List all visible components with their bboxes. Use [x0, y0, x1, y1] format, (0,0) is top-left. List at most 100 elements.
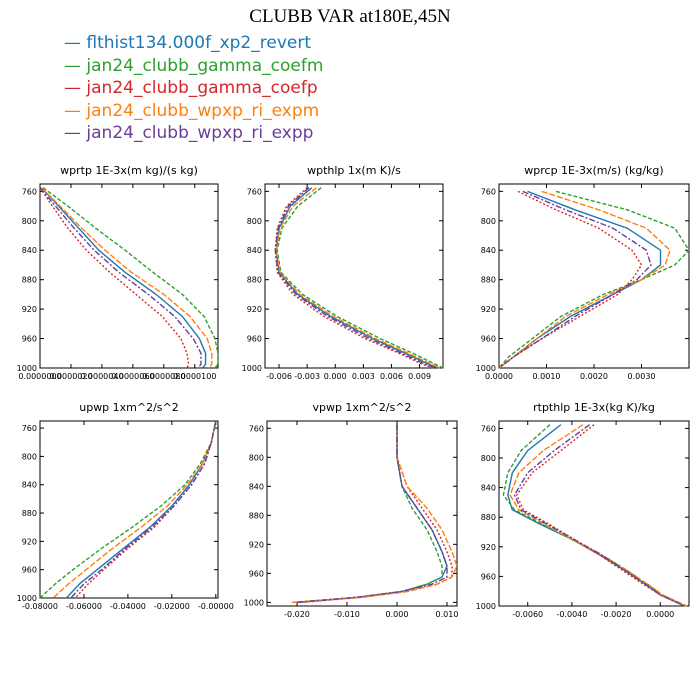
series-line-0: [275, 187, 439, 369]
y-tick-label: 840: [22, 246, 37, 255]
y-tick-label: 920: [249, 540, 264, 549]
y-tick-label: 800: [247, 217, 262, 226]
y-tick-label: 960: [22, 335, 37, 344]
series-line-3: [275, 187, 441, 369]
legend-item-gamma-coefp: — jan24_clubb_gamma_coefp: [64, 78, 318, 98]
y-tick-label: 840: [249, 482, 264, 491]
panel-wprcp: wprcp 1E-3x(m/s) (kg/kg) 760 800 840 880 920 9…: [476, 164, 690, 381]
panel-upwp: upwp 1xm^2/s^27608008408809209601000-0.0…: [17, 401, 234, 611]
x-tick-label: 0.0000040: [80, 372, 123, 381]
y-tick-label: 800: [481, 454, 496, 463]
y-tick-label: 760: [22, 187, 37, 196]
series-line-0: [40, 187, 207, 369]
x-tick-label: 0.003: [352, 372, 375, 381]
y-tick-label: 1000: [476, 602, 496, 611]
series-line-2: [74, 420, 217, 599]
y-tick-label: 1000: [17, 364, 37, 373]
panel-title: wpthlp 1x(m K)/s: [307, 164, 401, 177]
x-tick-label: 0.0000000: [18, 372, 61, 381]
series-line-1: [291, 424, 443, 604]
series-line-0: [65, 420, 217, 599]
series-line-4: [70, 420, 217, 599]
series-line-4: [274, 187, 436, 369]
x-tick-label: 0.0010: [533, 372, 561, 381]
series-line-0: [296, 424, 448, 604]
x-tick-label: -0.0060: [512, 610, 543, 619]
x-tick-label: 0.0000080: [142, 372, 185, 381]
series-line-3: [41, 187, 213, 369]
series-line-3: [498, 190, 671, 369]
x-tick-label: -0.0020: [601, 610, 632, 619]
panel-title: vpwp 1xm^2/s^2: [312, 401, 411, 414]
y-tick-label: 920: [481, 305, 496, 314]
y-tick-label: 800: [22, 217, 37, 226]
x-tick-label: -0.04000: [110, 602, 146, 611]
panel-title: wprtp 1E-3x(m kg)/(s kg): [60, 164, 198, 177]
y-tick-label: 840: [247, 246, 262, 255]
series-line-3: [291, 424, 458, 604]
x-tick-label: -0.00000: [198, 602, 234, 611]
y-tick-label: 880: [22, 509, 37, 518]
y-tick-label: 760: [22, 424, 37, 433]
y-tick-label: 880: [22, 276, 37, 285]
y-tick-label: 880: [481, 276, 496, 285]
y-tick-label: 800: [249, 453, 264, 462]
y-tick-label: 840: [22, 481, 37, 490]
x-tick-label: 0.0000: [485, 372, 513, 381]
x-tick-label: 0.0000060: [111, 372, 154, 381]
x-tick-label: -0.06000: [66, 602, 102, 611]
series-line-4: [39, 187, 202, 369]
series-line-1: [498, 190, 690, 369]
series-line-2: [301, 424, 453, 604]
x-tick-label: 0.0000: [646, 610, 674, 619]
x-tick-label: 0.009: [408, 372, 431, 381]
plot-frame: [264, 183, 444, 369]
x-tick-label: -0.08000: [22, 602, 58, 611]
plot-frame: [39, 420, 219, 599]
legend-item-revert: — flthist134.000f_xp2_revert: [64, 33, 311, 53]
y-tick-label: 960: [481, 335, 496, 344]
y-tick-label: 1000: [244, 598, 264, 607]
x-tick-label: -0.0040: [556, 610, 587, 619]
y-tick-label: 920: [481, 543, 496, 552]
y-tick-label: 760: [247, 187, 262, 196]
series-line-2: [39, 187, 190, 369]
series-line-1: [502, 424, 685, 607]
y-tick-label: 840: [481, 246, 496, 255]
series-line-2: [515, 424, 688, 607]
plot-frame: [498, 420, 690, 607]
x-tick-label: 0.0000020: [49, 372, 92, 381]
page-title: CLUBB VAR at180E,45N: [249, 6, 451, 27]
series-line-4: [296, 424, 448, 604]
series-line-1: [39, 420, 217, 599]
y-tick-label: 1000: [476, 364, 496, 373]
series-line-1: [276, 187, 444, 369]
y-tick-label: 760: [249, 424, 264, 433]
x-tick-label: -0.020: [284, 610, 310, 619]
series-line-1: [42, 187, 219, 369]
x-tick-label: -0.02000: [154, 602, 190, 611]
y-tick-label: 920: [22, 305, 37, 314]
series-line-2: [274, 187, 434, 369]
y-tick-label: 840: [481, 484, 496, 493]
x-tick-label: 0.000: [324, 372, 347, 381]
x-tick-label: -0.010: [334, 610, 360, 619]
panel-title: rtpthlp 1E-3x(kg K)/kg: [533, 401, 655, 414]
y-tick-label: 800: [481, 217, 496, 226]
series-line-4: [513, 424, 685, 607]
plot-frame: [266, 420, 458, 607]
panel-vpwp: vpwp 1xm^2/s^2 760 800 840 880 920 960 1000 -0.0…: [244, 401, 459, 619]
y-tick-label: 1000: [17, 594, 37, 603]
x-tick-label: 0.010: [436, 610, 459, 619]
y-tick-label: 760: [481, 187, 496, 196]
plot-frame: [39, 183, 219, 369]
y-tick-label: 960: [481, 572, 496, 581]
y-tick-label: 960: [22, 566, 37, 575]
legend: — flthist134.000f_xp2_revert — jan24_clu…: [64, 32, 323, 145]
y-tick-label: 880: [481, 513, 496, 522]
panel-wprtp: wprtp 1E-3x(m kg)/(s kg) 760 800 840 880 920 9…: [17, 164, 219, 381]
y-tick-label: 960: [247, 335, 262, 344]
legend-item-wpxp-ri-expp: — jan24_clubb_wpxp_ri_expp: [64, 123, 314, 143]
panel-title: upwp 1xm^2/s^2: [79, 401, 179, 414]
